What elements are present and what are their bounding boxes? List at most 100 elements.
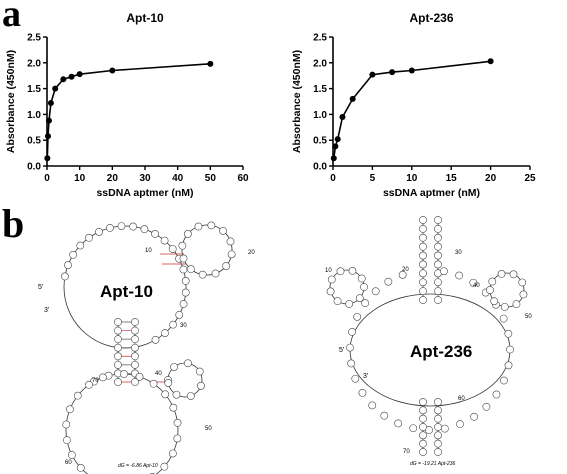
nucleotide	[117, 222, 126, 231]
nucleotide	[419, 278, 427, 287]
nucleotide	[434, 233, 442, 242]
nucleotide	[181, 288, 190, 297]
structure-apt-10-svg: Apt-10 5' 3' 10 20 30 40 50 60 70 dG = -…	[38, 221, 255, 474]
series-line	[46, 63, 211, 159]
nucleotide	[131, 335, 139, 344]
x-tick-label: 50	[205, 173, 217, 184]
panel-label-a: a	[2, 0, 21, 35]
nucleotide	[326, 287, 335, 296]
data-point	[47, 100, 54, 107]
nucleotide	[179, 265, 188, 274]
nucleotide	[73, 391, 82, 400]
nucleotide	[161, 329, 169, 337]
nucleotide	[504, 361, 513, 370]
nucleotide	[226, 237, 235, 246]
y-tick-label: 1.5	[313, 84, 327, 95]
nucleotide	[434, 242, 442, 251]
nucleotide	[371, 287, 380, 296]
nucleotide	[129, 222, 137, 231]
nucleotide	[98, 373, 107, 382]
y-tick-label: 0.5	[27, 136, 41, 147]
nucleotide	[398, 270, 407, 279]
apt236-num-50: 50	[525, 314, 532, 320]
nucleotide	[434, 414, 442, 423]
nucleotide	[419, 398, 427, 406]
nucleotide	[419, 423, 427, 431]
nucleotide	[419, 251, 427, 260]
nucleotide	[419, 224, 427, 233]
nucleotide	[419, 269, 427, 278]
x-tick-label: 40	[172, 173, 184, 184]
nucleotide	[512, 300, 521, 309]
nucleotide	[380, 411, 389, 420]
nucleotide	[434, 287, 442, 296]
apt236-num-20: 20	[402, 267, 409, 273]
nucleotide	[419, 296, 427, 304]
nucleotide	[63, 436, 71, 445]
nucleotide	[184, 359, 192, 368]
data-point	[389, 69, 396, 76]
nucleotide	[347, 359, 356, 368]
nucleotide	[333, 297, 342, 306]
nucleotide	[497, 270, 506, 278]
x-tick-label: 5	[370, 173, 376, 184]
nucleotide	[434, 216, 442, 224]
nucleotide	[197, 381, 205, 390]
nucleotide	[160, 236, 169, 245]
nucleotide	[131, 360, 139, 369]
chart-title: Apt-10	[126, 11, 164, 25]
nucleotide	[434, 431, 442, 440]
structure-apt-236: Apt-236 5' 3' 10 20 30 40 50 60 70 dG = …	[285, 212, 567, 469]
nucleotide	[172, 390, 181, 399]
nucleotide	[490, 297, 499, 306]
nucleotide	[419, 260, 427, 269]
nucleotide	[357, 274, 366, 283]
x-tick-label: 30	[139, 173, 151, 184]
apt10-num-30: 30	[180, 323, 187, 329]
nucleotide	[181, 277, 190, 285]
nucleotide	[114, 335, 122, 344]
nucleotide	[131, 318, 139, 326]
y-tick-label: 2.0	[313, 58, 327, 69]
x-tick-label: 20	[485, 173, 497, 184]
data-point	[487, 58, 494, 65]
nucleotide	[346, 343, 354, 352]
nucleotide	[120, 370, 129, 378]
nucleotide	[482, 402, 491, 411]
nucleotide	[492, 390, 501, 399]
nucleotide	[114, 378, 122, 386]
nucleotide	[434, 296, 442, 304]
apt10-upper-loop	[181, 224, 233, 276]
apt10-num-10: 10	[145, 248, 152, 254]
nucleotide	[131, 343, 139, 352]
nucleotide	[434, 251, 442, 260]
chart-title: Apt-236	[409, 11, 453, 25]
nucleotide	[504, 329, 513, 338]
nucleotide	[62, 420, 71, 429]
x-tick-label: 20	[107, 173, 119, 184]
nucleotide	[106, 223, 114, 232]
nucleotide	[434, 439, 442, 448]
nucleotide	[183, 230, 192, 238]
nucleotide	[499, 314, 508, 323]
y-tick-label: 2.0	[27, 58, 41, 69]
nucleotide	[168, 449, 177, 458]
nucleotide	[419, 406, 427, 415]
x-tick-label: 15	[446, 173, 458, 184]
nucleotide	[173, 418, 182, 427]
chart-apt-10: Apt-10 0.0 0.5 1.0 1.5 2.0 2.5 0 10 20 30 40 50 60 ssD…	[0, 0, 280, 200]
apt10-energy: dG = -6.86 Apt-10	[118, 463, 158, 469]
nucleotide	[61, 272, 69, 281]
nucleotide	[434, 260, 442, 269]
y-tick-label: 0.0	[27, 162, 41, 173]
nucleotide	[360, 283, 368, 291]
nucleotide	[76, 241, 85, 250]
nucleotide	[178, 241, 187, 250]
nucleotide	[509, 270, 518, 279]
nucleotide	[439, 267, 448, 276]
apt10-num-20: 20	[248, 250, 255, 256]
nucleotide	[95, 227, 103, 236]
apt10-num-70: 70	[92, 378, 99, 384]
apt10-num-40: 40	[155, 371, 162, 377]
nucleotide	[488, 277, 497, 286]
